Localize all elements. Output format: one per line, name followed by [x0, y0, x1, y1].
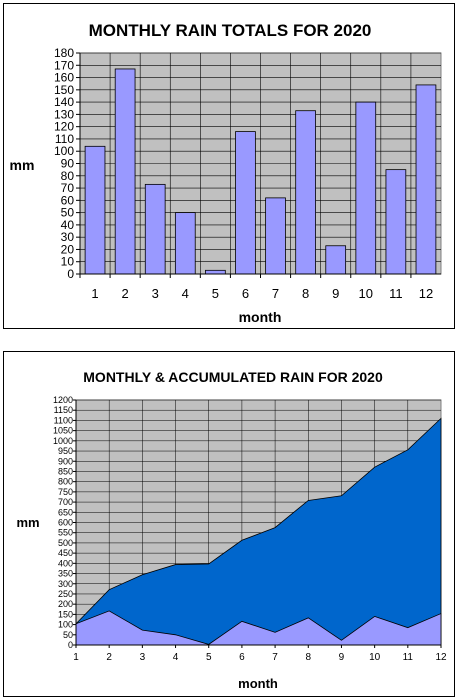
- y-tick-label: 900: [58, 456, 73, 466]
- y-tick-label: 0: [68, 640, 73, 650]
- x-tick-label: 11: [389, 286, 403, 301]
- y-tick-label: 150: [58, 609, 73, 619]
- y-tick-label: 400: [58, 558, 73, 568]
- y-tick-label: 100: [58, 620, 73, 630]
- x-tick-label: 2: [122, 286, 129, 301]
- y-tick-label: 1100: [54, 415, 73, 425]
- y-tick-label: 1050: [53, 426, 73, 436]
- x-tick-label: 6: [242, 286, 249, 301]
- chart-title: MONTHLY RAIN TOTALS FOR 2020: [89, 21, 372, 40]
- bar-month-9: [325, 245, 347, 275]
- y-tick-label: 350: [58, 569, 73, 579]
- y-axis-label: mm: [10, 157, 35, 173]
- x-tick-label: 3: [152, 286, 159, 301]
- bar-month-4: [174, 212, 196, 275]
- chart-title: MONTHLY & ACCUMULATED RAIN FOR 2020: [83, 369, 383, 385]
- y-tick-label: 130: [54, 107, 74, 121]
- x-tick-label: 12: [419, 286, 433, 301]
- x-tick-label: 9: [332, 286, 339, 301]
- y-tick-label: 170: [54, 58, 74, 72]
- y-tick-label: 140: [54, 95, 74, 109]
- x-tick-label: 5: [212, 286, 219, 301]
- x-tick-label: 5: [206, 652, 212, 663]
- bar-month-8: [295, 110, 316, 275]
- x-tick-label: 8: [302, 286, 309, 301]
- x-tick-label: 10: [369, 652, 381, 663]
- bar-month-3: [144, 183, 166, 275]
- y-tick-label: 0: [67, 267, 74, 281]
- y-tick-label: 40: [61, 218, 75, 232]
- x-tick-label: 4: [182, 286, 189, 301]
- bar-month-11: [385, 169, 407, 275]
- x-tick-label: 8: [305, 652, 311, 663]
- x-tick-label: 4: [173, 652, 179, 663]
- y-tick-label: 110: [55, 132, 74, 146]
- y-tick-label: 450: [58, 548, 73, 558]
- bar-month-10: [355, 101, 377, 275]
- accumulated-rain-area-chart: MONTHLY & ACCUMULATED RAIN FOR 2020 mm m…: [16, 369, 447, 691]
- bar-month-6: [235, 131, 256, 275]
- x-tick-label: 10: [359, 286, 373, 301]
- x-axis-label: month: [239, 309, 282, 325]
- y-tick-label: 10: [61, 255, 75, 269]
- y-tick-label: 120: [54, 120, 74, 134]
- y-tick-label: 50: [63, 630, 73, 640]
- y-tick-label: 80: [61, 169, 75, 183]
- bar-month-12: [415, 84, 437, 275]
- y-tick-label: 250: [58, 589, 73, 599]
- y-tick-label: 200: [58, 599, 73, 609]
- x-tick-label: 11: [403, 652, 414, 663]
- accumulated-rain-chart-panel: MONTHLY & ACCUMULATED RAIN FOR 2020 mm m…: [3, 351, 455, 697]
- y-tick-label: 1150: [54, 405, 73, 415]
- y-tick-label: 300: [58, 579, 73, 589]
- x-tick-label: 7: [272, 286, 279, 301]
- y-tick-label: 750: [58, 487, 73, 497]
- bar-month-7: [265, 197, 286, 275]
- x-axis-label: month: [238, 676, 278, 691]
- y-tick-label: 100: [54, 144, 74, 158]
- y-tick-label: 550: [58, 528, 73, 538]
- y-tick-label: 160: [54, 71, 74, 85]
- y-tick-label: 800: [58, 477, 73, 487]
- y-tick-label: 700: [58, 497, 73, 507]
- y-tick-label: 650: [58, 507, 73, 517]
- x-tick-label: 2: [106, 652, 112, 663]
- x-tick-label: 12: [435, 652, 447, 663]
- x-tick-label: 7: [272, 652, 278, 663]
- x-tick-label: 1: [73, 652, 79, 663]
- y-tick-label: 850: [58, 466, 73, 476]
- area-series-2: [75, 417, 442, 646]
- x-tick-label: 1: [91, 286, 98, 301]
- y-tick-label: 600: [58, 518, 73, 528]
- y-tick-label: 90: [61, 157, 75, 171]
- area-series-1: [75, 610, 442, 646]
- y-tick-label: 50: [61, 206, 75, 220]
- y-tick-label: 70: [61, 181, 75, 195]
- bar-month-1: [84, 145, 106, 275]
- x-tick-label: 6: [239, 652, 245, 663]
- y-tick-label: 950: [58, 446, 73, 456]
- y-tick-label: 180: [54, 46, 74, 60]
- y-axis-label: mm: [16, 515, 39, 530]
- x-tick-label: 3: [140, 652, 146, 663]
- y-tick-label: 60: [61, 193, 75, 207]
- y-tick-label: 1200: [53, 395, 73, 405]
- bar-month-5: [205, 269, 226, 275]
- x-tick-label: 9: [339, 652, 345, 663]
- monthly-rain-bar-chart: MONTHLY RAIN TOTALS FOR 2020 mm month 01…: [10, 21, 442, 325]
- y-tick-label: 150: [54, 83, 74, 97]
- y-tick-label: 500: [58, 538, 73, 548]
- y-tick-label: 20: [61, 242, 75, 256]
- y-tick-label: 1000: [53, 436, 73, 446]
- y-tick-label: 30: [61, 230, 75, 244]
- bar-month-2: [114, 68, 136, 275]
